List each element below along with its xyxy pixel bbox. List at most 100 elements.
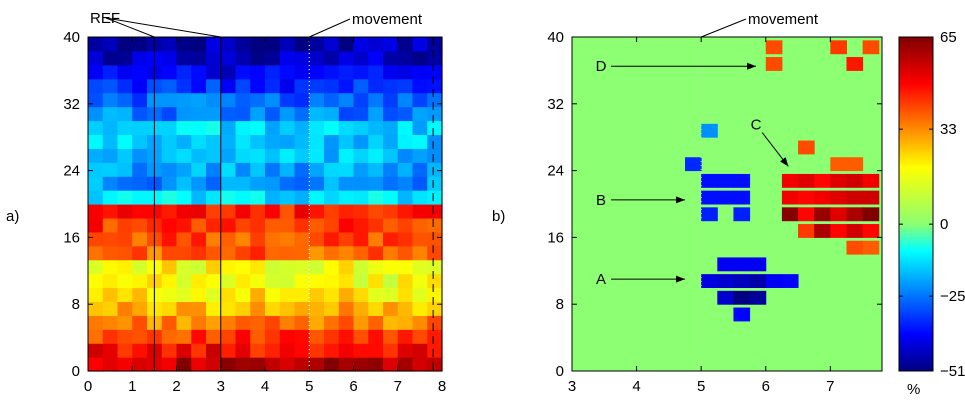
heatmap-cell [161, 329, 178, 344]
heatmap-cell [102, 231, 119, 247]
heatmap-cell [235, 329, 251, 344]
heatmap-cell [88, 50, 104, 66]
heatmap-cell [279, 329, 296, 344]
heatmap-cell [176, 315, 192, 330]
heatmap-cell [88, 217, 104, 233]
heatmap-cell [161, 176, 178, 191]
heatmap-cell [862, 40, 880, 55]
heatmap-cell [383, 357, 399, 372]
heatmap-cell [294, 50, 310, 66]
heatmap-cell [412, 37, 428, 52]
heatmap-cell [102, 343, 119, 358]
heatmap-cell [88, 37, 104, 52]
heatmap-cell [250, 162, 266, 177]
heatmap-cell [765, 57, 783, 71]
heatmap-cell [353, 287, 369, 303]
heatmap-cell [88, 148, 104, 163]
heatmap-cell [88, 357, 104, 372]
heatmap-cell [338, 357, 355, 372]
heatmap-cell [717, 257, 734, 272]
colorbar-tick-label: −51 [940, 363, 965, 380]
heatmap-cell [176, 190, 192, 205]
heatmap-cell [117, 287, 133, 303]
heatmap-cell [176, 287, 192, 303]
heatmap-cell [353, 204, 369, 219]
heatmap-cell [294, 162, 310, 177]
heatmap-cell [235, 245, 251, 261]
heatmap-cell [220, 134, 237, 149]
heatmap-cell [117, 120, 133, 136]
heatmap-cell [368, 287, 384, 303]
heatmap-cell [176, 64, 192, 80]
heatmap-cell [191, 120, 207, 136]
heatmap-cell [397, 120, 414, 136]
heatmap-cell [132, 273, 148, 289]
heatmap-cell [117, 259, 133, 275]
heatmap-cell [324, 245, 340, 261]
heatmap-cell [206, 106, 222, 122]
heatmap-cell [161, 343, 178, 358]
heatmap-cell [117, 217, 133, 233]
heatmap-cell [220, 190, 237, 205]
heatmap-cell [383, 204, 399, 219]
heatmap-cell [88, 204, 104, 219]
heatmap-cell [220, 37, 237, 52]
heatmap-cell [235, 134, 251, 149]
annotation-label: D [596, 58, 607, 75]
heatmap-cell [309, 287, 325, 303]
heatmap-cell [383, 176, 399, 191]
heatmap-cell [235, 64, 251, 80]
heatmap-cell [383, 329, 399, 344]
heatmap-cell [324, 120, 340, 136]
heatmap-cell [862, 224, 880, 238]
heatmap-cell [220, 120, 237, 136]
heatmap-cell [397, 287, 414, 303]
panel-b-heatmap: A B C D 3 4 5 6 7 0 8 16 24 32 40 b) movement [492, 11, 883, 395]
heatmap-cell [397, 245, 414, 261]
heatmap-cell [206, 231, 222, 247]
panel-a-movement-label: movement [352, 11, 423, 28]
heatmap-cell [862, 190, 880, 205]
heatmap-cell [383, 259, 399, 275]
heatmap-cell [324, 315, 340, 330]
heatmap-cell [220, 231, 237, 247]
heatmap-cell [191, 162, 207, 177]
x-tick-label: 7 [394, 378, 402, 395]
heatmap-cell [781, 190, 799, 205]
heatmap-cell [798, 190, 815, 205]
heatmap-cell [717, 190, 734, 205]
heatmap-cell [279, 343, 296, 358]
heatmap-cell [383, 37, 399, 52]
heatmap-cell [220, 106, 237, 122]
x-tick-label: 5 [697, 378, 705, 395]
heatmap-cell [132, 148, 148, 163]
heatmap-cell [176, 329, 192, 344]
heatmap-cell [191, 78, 207, 94]
heatmap-cell [206, 204, 222, 219]
x-tick-label: 3 [568, 378, 576, 395]
heatmap-cell [161, 301, 178, 316]
heatmap-cell [324, 343, 340, 358]
heatmap-cell [235, 78, 251, 94]
heatmap-cell [132, 190, 148, 205]
heatmap-cell [117, 273, 133, 289]
heatmap-cell [383, 134, 399, 149]
heatmap-cell [235, 217, 251, 233]
heatmap-cell [397, 204, 414, 219]
heatmap-cell [427, 343, 443, 358]
heatmap-cell [427, 245, 443, 261]
heatmap-cell [353, 120, 369, 136]
heatmap-cell [427, 120, 443, 136]
heatmap-cell [427, 106, 443, 122]
x-tick-label: 4 [261, 378, 269, 395]
heatmap-cell [117, 315, 133, 330]
heatmap-cell [412, 120, 428, 136]
heatmap-cell [88, 259, 104, 275]
heatmap-cell [338, 231, 355, 247]
heatmap-cell [338, 190, 355, 205]
heatmap-cell [191, 259, 207, 275]
heatmap-cell [117, 134, 133, 149]
heatmap-cell [338, 245, 355, 261]
heatmap-cell [191, 106, 207, 122]
heatmap-cell [206, 148, 222, 163]
